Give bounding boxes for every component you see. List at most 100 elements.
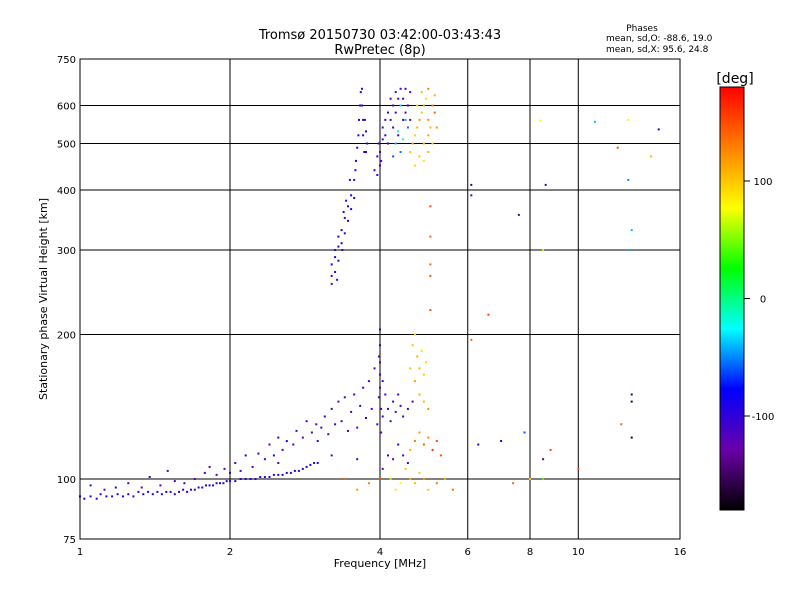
data-point: [359, 91, 362, 94]
data-point: [387, 407, 389, 410]
data-point: [627, 118, 630, 121]
colorbar-tick-label-0: 0: [760, 295, 766, 306]
data-point: [379, 478, 381, 480]
data-point: [422, 443, 425, 446]
data-point: [399, 87, 402, 90]
data-point: [413, 164, 416, 167]
data-point: [151, 493, 154, 496]
data-point: [122, 495, 124, 498]
data-point: [147, 490, 150, 493]
data-point: [420, 111, 423, 114]
data-point: [413, 134, 416, 137]
data-point: [381, 138, 384, 141]
data-point: [630, 436, 633, 439]
data-point: [259, 476, 262, 478]
data-point: [365, 151, 367, 153]
data-point: [409, 91, 412, 94]
data-point: [358, 118, 360, 121]
data-point: [203, 471, 206, 474]
data-point: [381, 380, 384, 383]
data-point: [277, 462, 280, 464]
data-point: [627, 178, 630, 181]
data-point: [384, 393, 387, 396]
data-point: [239, 469, 242, 472]
data-point: [277, 473, 280, 476]
data-point: [215, 482, 218, 485]
data-point: [223, 467, 226, 470]
data-point: [215, 473, 218, 476]
data-point: [193, 478, 196, 480]
colorbar-tick-label--100: -100: [752, 412, 775, 423]
data-point: [95, 497, 98, 500]
data-point: [137, 490, 140, 493]
data-point: [353, 393, 356, 396]
data-point: [363, 151, 366, 153]
data-point: [316, 462, 319, 464]
data-point: [350, 194, 353, 197]
data-point: [178, 490, 180, 493]
data-point: [342, 211, 345, 213]
data-point: [427, 436, 430, 439]
data-point: [420, 349, 423, 352]
data-point: [148, 476, 151, 478]
data-point: [313, 462, 316, 464]
data-point: [263, 476, 266, 478]
data-point: [418, 393, 421, 396]
data-point: [301, 436, 304, 439]
data-point: [512, 482, 515, 485]
data-point: [422, 478, 425, 480]
data-point: [356, 146, 359, 149]
x-tick-label-10: 10: [572, 547, 585, 558]
data-point: [327, 433, 330, 436]
data-point: [127, 493, 130, 496]
data-point: [470, 183, 473, 186]
data-point: [470, 338, 473, 341]
data-point: [301, 467, 304, 470]
data-point: [363, 118, 366, 121]
data-point: [451, 488, 454, 491]
data-point: [367, 380, 370, 383]
data-point: [89, 495, 92, 498]
data-point: [336, 278, 339, 281]
data-point: [409, 367, 412, 370]
data-point: [431, 104, 434, 107]
data-point: [297, 469, 300, 472]
data-point: [208, 484, 211, 487]
data-point: [616, 146, 619, 149]
data-point: [251, 465, 254, 468]
data-point: [422, 400, 425, 403]
data-point: [380, 407, 383, 410]
x-tick-label-4: 4: [377, 547, 383, 558]
data-point: [354, 169, 357, 172]
data-point: [353, 178, 356, 181]
data-point: [268, 443, 271, 446]
data-point: [422, 104, 425, 107]
data-point: [197, 486, 200, 489]
data-point: [431, 448, 434, 451]
y-tick-label-200: 200: [57, 331, 76, 342]
data-point: [399, 482, 402, 485]
data-point: [425, 361, 428, 364]
data-points: [79, 87, 660, 500]
data-point: [542, 478, 545, 480]
data-point: [429, 205, 432, 208]
data-point: [387, 111, 389, 114]
data-point: [477, 443, 480, 446]
data-point: [132, 495, 135, 498]
data-point: [208, 465, 211, 468]
data-point: [249, 478, 252, 480]
data-point: [439, 454, 442, 457]
data-point: [379, 373, 381, 376]
data-point: [315, 423, 318, 426]
x-axis-label: Frequency [MHz]: [334, 557, 426, 570]
data-point: [420, 91, 423, 94]
data-point: [367, 482, 370, 485]
data-point: [397, 443, 400, 446]
data-point: [389, 118, 392, 121]
data-point: [99, 493, 102, 496]
data-point: [348, 178, 351, 181]
data-point: [418, 431, 421, 434]
x-tick-label-16: 16: [674, 547, 687, 558]
data-point: [359, 404, 362, 407]
data-point: [544, 183, 547, 186]
